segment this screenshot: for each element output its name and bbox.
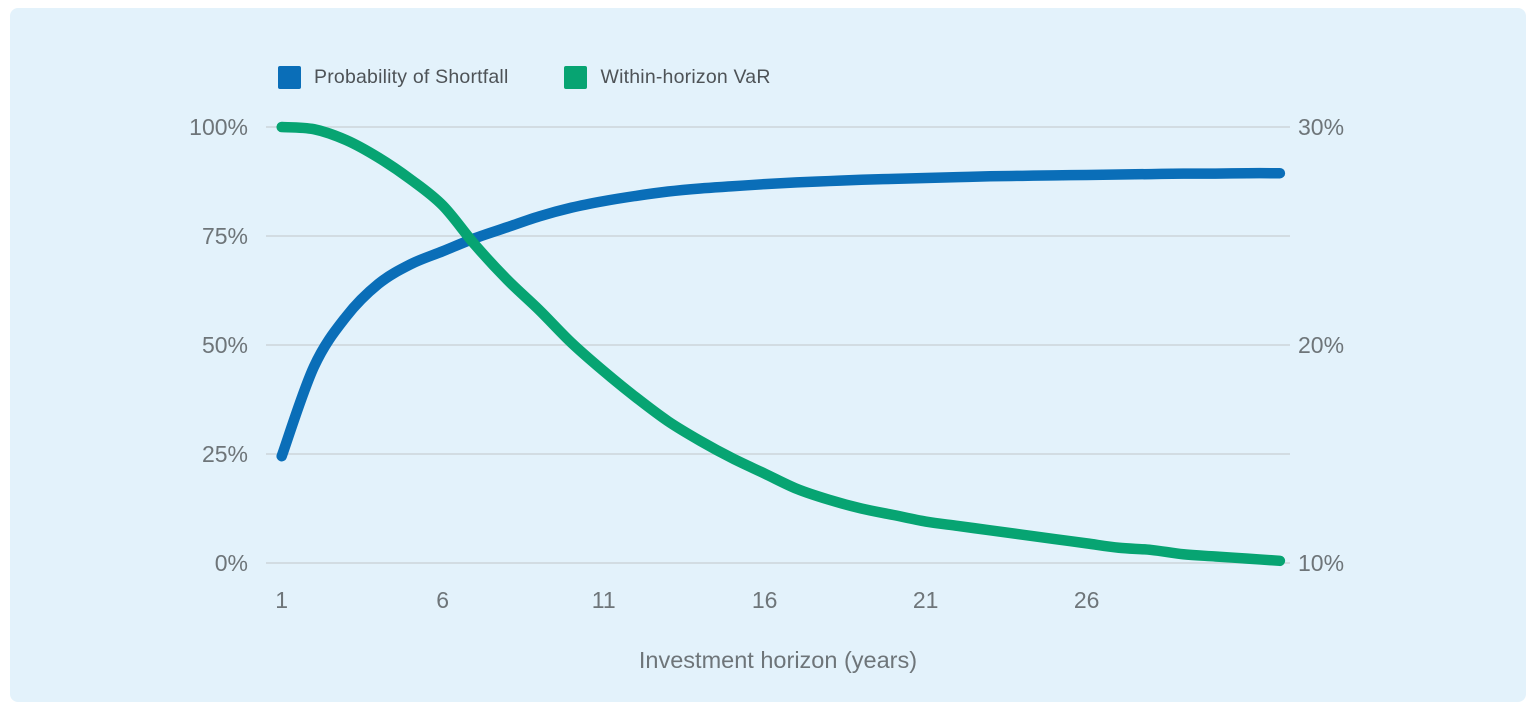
series-line-within-horizon-var <box>276 121 1286 567</box>
y-axis-left-tick-label: 0% <box>215 550 248 576</box>
x-axis-tick-label: 6 <box>436 587 449 613</box>
y-axis-left-tick-label: 25% <box>202 441 248 467</box>
legend-label-probability-of-shortfall: Probability of Shortfall <box>314 66 509 88</box>
legend-item-probability-of-shortfall: Probability of Shortfall <box>278 66 508 89</box>
x-axis-tick-label: 11 <box>592 587 616 613</box>
legend-swatch-blue-icon <box>278 66 301 89</box>
legend: Probability of Shortfall Within-horizon … <box>278 66 771 89</box>
line-chart-canvas: 100%75%50%25%0%30%20%10%1 6 11 16 21 26Invest… <box>189 114 1344 673</box>
legend-swatch-green-icon <box>564 66 588 89</box>
x-axis-tick-label: 16 <box>752 587 778 613</box>
chart-panel: 100% 75% 50% 25% 0% 30% 20% 10% 1 6 11 16 21 26 Invest… <box>10 8 1526 702</box>
legend-item-within-horizon-var: Within-horizon VaR <box>564 66 770 89</box>
y-axis-left-tick-label: 100% <box>189 114 248 140</box>
series-line-probability-of-shortfall <box>276 167 1286 462</box>
x-axis-tick-label: 26 <box>1074 587 1100 613</box>
y-axis-right-tick-label: 30% <box>1298 114 1344 140</box>
x-axis-tick-label: 1 <box>275 587 288 613</box>
y-axis-right-tick-label: 20% <box>1298 332 1344 358</box>
y-axis-right-tick-label: 10% <box>1298 550 1344 576</box>
y-axis-left-tick-label: 75% <box>202 223 248 249</box>
x-axis-tick-label: 21 <box>913 587 939 613</box>
x-axis-title: Investment horizon (years) <box>639 647 917 673</box>
legend-label-within-horizon-var: Within-horizon VaR <box>600 66 771 88</box>
y-axis-left-tick-label: 50% <box>202 332 248 358</box>
